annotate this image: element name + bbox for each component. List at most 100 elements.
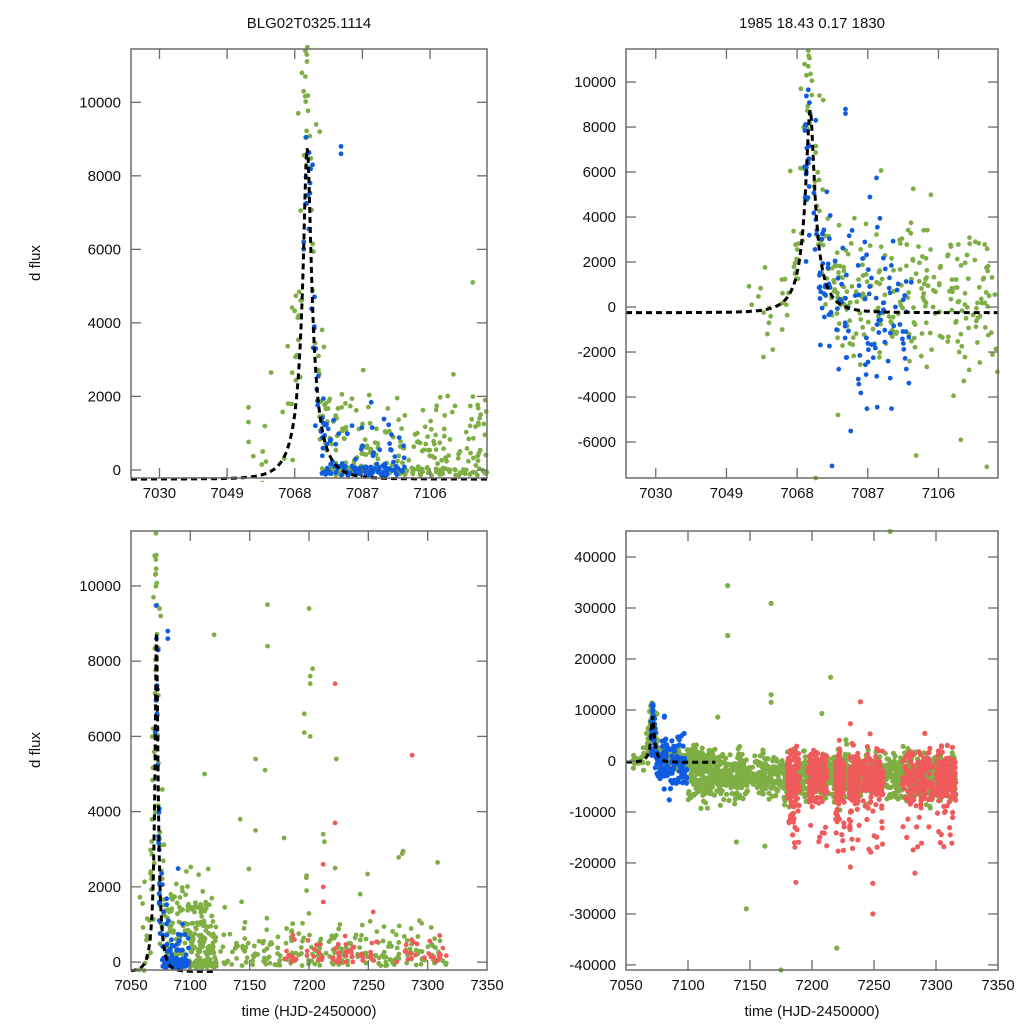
data-point-green [221,960,227,965]
data-point-blue [802,128,808,133]
data-point-blue [381,416,387,422]
data-point-red [853,781,859,787]
data-point-green [891,267,896,273]
data-point-red [901,786,907,792]
data-point-green [791,264,797,270]
data-point-green [323,406,329,412]
data-point-blue [844,355,850,360]
data-point-blue [368,464,374,470]
data-point-green [962,260,968,266]
data-point-blue [315,402,321,408]
data-point-green [779,327,785,332]
data-point-blue [156,891,162,896]
data-point-blue [806,184,812,189]
data-point-red [835,757,841,763]
y-tick-label: 6000 [583,164,616,181]
data-point-green [965,276,971,282]
data-point-green [893,790,899,796]
data-point-blue [842,320,848,326]
data-point-green [277,958,283,963]
data-point-green [750,764,756,770]
y-tick-label: 0 [113,462,121,479]
data-point-red [938,744,945,750]
data-point-red [868,790,875,796]
data-point-green [924,267,930,273]
data-point-red [305,938,311,943]
data-point-blue [803,122,808,127]
data-point-blue [908,279,914,285]
y-tick-label: 4000 [88,315,121,332]
data-point-green [353,407,359,413]
data-point-red [918,760,924,766]
x-tick-label: 7087 [851,485,884,502]
panel-title-left: BLG02T0325.1114 [247,15,372,32]
y-tick-label: -4000 [578,389,616,406]
data-point-green [455,455,461,461]
data-point-green [464,446,470,451]
data-point-red [936,829,942,835]
data-point-blue [813,117,819,123]
data-point-green [645,760,651,766]
data-point-red [316,950,322,956]
data-point-red [427,938,433,944]
data-point-green [768,692,774,698]
data-point-green [768,313,774,319]
data-point-green [893,794,899,800]
data-point-green [198,902,204,907]
data-point-blue [900,329,906,334]
data-point-green [415,439,421,444]
data-point-green [158,613,164,619]
data-point-green [769,784,775,790]
data-point-red [918,801,924,807]
data-point-red [873,791,879,798]
data-point-green [428,426,434,432]
data-point-green [304,52,310,57]
data-point-green [905,227,911,233]
data-point-green [374,426,379,432]
data-point-red [849,836,855,842]
data-point-green [703,800,709,806]
data-point-red [806,779,812,785]
data-point-green [293,354,298,360]
data-point-green [724,791,730,797]
data-point-green [735,746,741,752]
data-point-green [422,424,428,430]
data-point-green [804,72,809,78]
data-point-green [878,168,884,173]
data-point-green [808,71,813,77]
data-point-blue [353,456,358,462]
data-point-blue [168,957,174,963]
data-point-green [418,472,423,478]
data-point-blue [676,737,682,743]
data-point-green [179,885,185,890]
data-point-red [847,775,854,782]
data-point-green [457,449,463,454]
data-point-green [715,714,721,720]
data-point-blue [648,749,655,755]
data-point-green [851,353,857,359]
data-point-red [809,804,815,810]
data-point-green [776,777,783,784]
data-point-green [633,756,640,762]
data-point-red [851,786,858,792]
data-point-red [941,844,947,850]
data-point-red [867,800,873,806]
data-point-green [929,347,934,353]
data-point-blue [823,292,828,298]
data-point-green [760,783,766,789]
data-point-green [897,241,903,246]
data-point-red [951,772,958,779]
data-point-red [936,798,942,804]
data-point-green [847,318,853,324]
data-point-blue [386,422,392,428]
data-point-green [407,946,413,952]
data-point-green [896,759,902,765]
data-point-blue [866,347,871,353]
data-point-green [849,284,855,289]
data-point-red [286,952,292,958]
panel-title-right: 1985 18.43 0.17 1830 [739,15,885,32]
data-point-blue [387,441,392,446]
data-point-green [885,756,892,762]
data-point-green [975,340,980,345]
data-point-green [912,344,918,350]
